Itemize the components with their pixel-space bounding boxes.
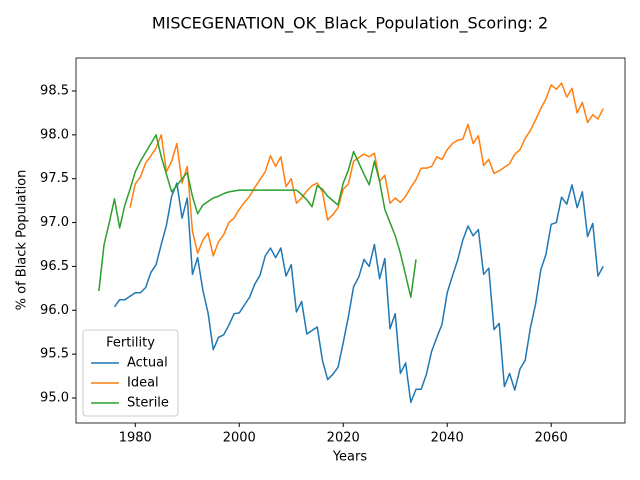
line-series (113, 182, 604, 404)
chart-title: MISCEGENATION_OK_Black_Population_Scorin… (152, 14, 548, 34)
y-tick-label: 97.0 (40, 215, 69, 230)
x-tick-label: 2000 (223, 431, 256, 446)
x-tick-label: 2060 (535, 431, 568, 446)
line-series (129, 82, 604, 257)
legend-label: Actual (127, 356, 168, 371)
legend-label: Ideal (127, 376, 159, 391)
y-tick-label: 98.5 (40, 83, 69, 98)
y-tick-label: 95.5 (40, 347, 69, 362)
y-tick-label: 97.5 (40, 171, 69, 186)
x-tick-label: 2040 (431, 431, 464, 446)
y-axis-label: % of Black Population (15, 170, 30, 311)
y-tick-label: 96.5 (40, 259, 69, 274)
line-series (98, 134, 417, 298)
x-axis-label: Years (332, 450, 368, 465)
legend-title: Fertility (106, 336, 155, 351)
axes-frame (75, 57, 626, 424)
legend-label: Sterile (127, 396, 169, 411)
y-tick-label: 96.0 (40, 303, 69, 318)
x-tick-label: 2020 (327, 431, 360, 446)
x-tick-label: 1980 (119, 431, 152, 446)
y-tick-label: 95.0 (40, 391, 69, 406)
y-tick-label: 98.0 (40, 127, 69, 142)
legend-box (82, 329, 179, 417)
